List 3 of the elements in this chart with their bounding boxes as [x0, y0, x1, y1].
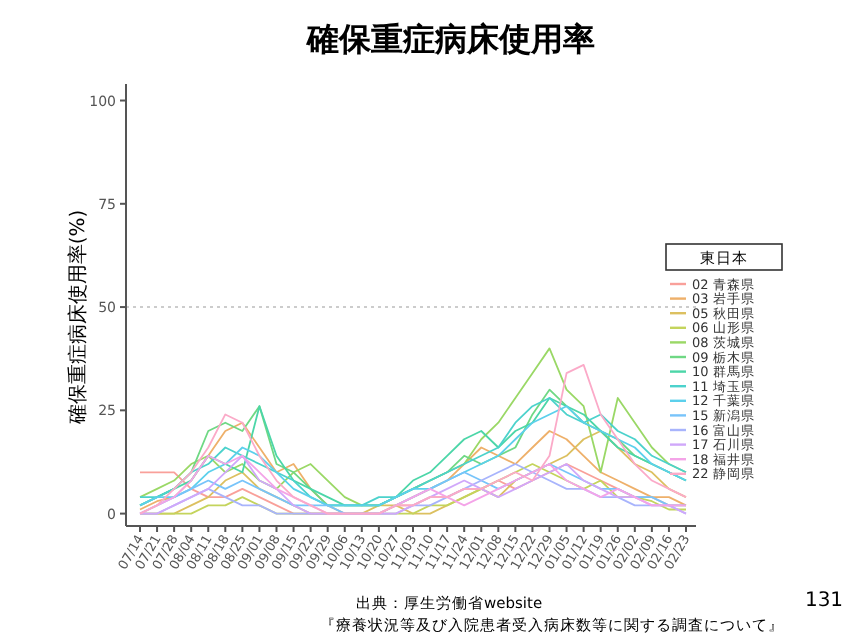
chart-title: 確保重症病床使用率 [305, 20, 595, 58]
text: 131 [804, 590, 844, 612]
y-axis-title: 確保重症病床使用率(%) [66, 209, 90, 427]
